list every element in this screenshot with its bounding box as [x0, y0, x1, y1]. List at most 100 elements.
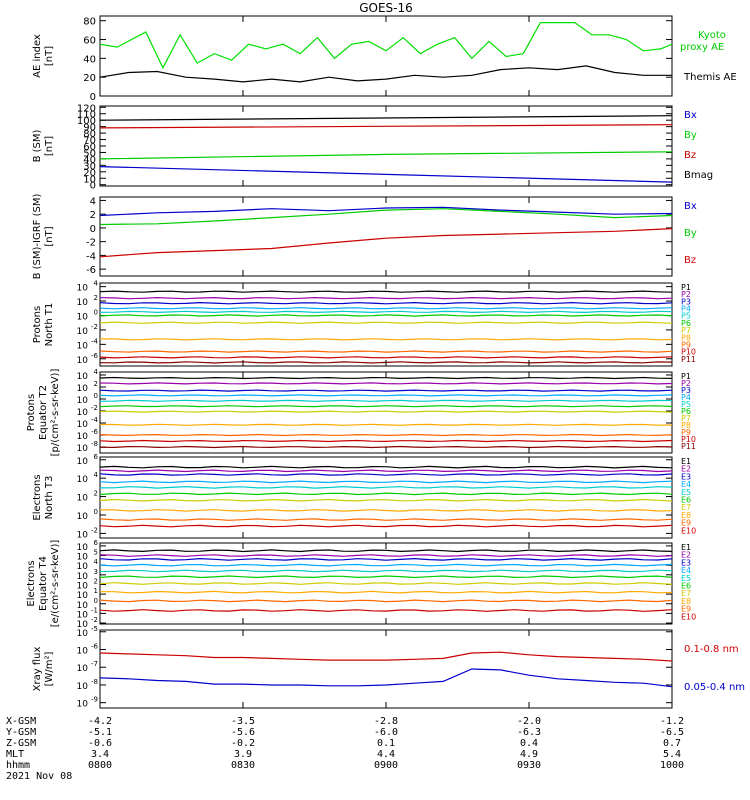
series-line-p10 [99, 439, 673, 443]
legend-item: P4 [681, 393, 691, 402]
y-tick-label: 10 [77, 312, 89, 322]
y-tick-label: 10 [77, 420, 89, 430]
series-line-e7 [99, 498, 673, 502]
series-line-e1 [99, 465, 673, 469]
series-line-e3 [99, 473, 673, 476]
y-tick-exponent: 0 [94, 308, 98, 316]
y-tick-label: 10 [77, 327, 89, 337]
series-line-p9 [99, 433, 673, 437]
y-tick-exponent: 2 [94, 577, 98, 585]
y-tick-exponent: 5 [94, 549, 98, 557]
y-tick-exponent: -8 [91, 678, 98, 686]
y-tick-label: 90 [83, 123, 96, 134]
series-line-p2 [99, 382, 673, 385]
y-tick-exponent: -6 [91, 643, 99, 651]
y-tick-label: 10 [77, 356, 89, 366]
legend-item: Bz [684, 150, 696, 161]
y-tick-label: 70 [83, 136, 96, 147]
series-line-e6 [99, 492, 673, 496]
y-tick-label: 10 [77, 601, 89, 611]
x-tick-label: -0.2 [231, 738, 255, 749]
x-row-label: X-GSM [6, 716, 36, 727]
series-line-e10 [99, 609, 673, 612]
legend-item: E10 [681, 612, 696, 621]
legend-item: E1 [681, 543, 691, 552]
series-line-e6 [99, 575, 673, 579]
y-tick-label: 10 [77, 629, 89, 639]
y-tick-label: 10 [77, 298, 89, 308]
legend-item: E2 [681, 551, 691, 560]
y-axis-label: Electrons [32, 474, 43, 520]
legend-item: E5 [681, 574, 691, 583]
series-line-e1 [99, 549, 673, 553]
y-tick-exponent: 2 [94, 490, 98, 498]
y-tick-label: 10 [77, 396, 89, 406]
legend-item: P8 [681, 333, 691, 342]
y-tick-label: 10 [77, 543, 89, 553]
y-tick-exponent: 6 [94, 539, 99, 547]
legend-item: P5 [681, 400, 691, 409]
y-tick-exponent: -5 [91, 625, 98, 633]
legend-item: P9 [681, 428, 691, 437]
x-tick-label: -5.1 [88, 727, 112, 738]
y-tick-label: 40 [83, 54, 96, 65]
series-line-e9 [99, 518, 673, 521]
y-axis-label: [p/(cm²-s-sr-keV)] [50, 369, 61, 457]
legend-item: 0.1-0.8 nm [684, 644, 739, 655]
series-line-p2 [99, 296, 673, 300]
series-line-e2 [99, 554, 673, 557]
series-line-e4 [99, 480, 673, 484]
series-line-bx [99, 206, 673, 217]
chart-title: GOES-16 [359, 1, 413, 15]
y-tick-exponent: 2 [94, 380, 98, 388]
y-tick-exponent: 4 [94, 368, 99, 376]
y-axis-label: Protons [26, 394, 37, 431]
x-tick-label: 5.4 [663, 749, 681, 760]
series-line-e5 [99, 569, 673, 573]
y-tick-label: 2 [90, 210, 96, 221]
y-tick-label: 10 [77, 408, 89, 418]
legend-item: P11 [681, 355, 696, 364]
series-line-p8 [100, 423, 673, 426]
y-tick-label: 10 [77, 494, 89, 504]
series-line-p4 [99, 394, 673, 397]
series-line-p3 [99, 389, 673, 392]
legend-item: E8 [681, 511, 691, 520]
series-line-e7 [99, 582, 673, 585]
x-tick-label: 0800 [88, 760, 112, 771]
x-tick-label: 0930 [517, 760, 541, 771]
y-tick-label: 10 [77, 664, 89, 674]
legend-item: By [684, 130, 697, 141]
series-line-0-1-0-8-nm [99, 651, 673, 662]
y-tick-label: 80 [83, 129, 96, 140]
x-tick-label: 1000 [660, 760, 684, 771]
y-tick-label: 10 [77, 284, 89, 294]
y-axis-label: [nT] [44, 136, 55, 156]
legend-item: E2 [681, 465, 691, 474]
y-tick-exponent: 2 [94, 294, 98, 302]
legend-item: By [684, 228, 697, 239]
x-tick-label: 0.4 [520, 738, 538, 749]
date-label: 2021 Nov 08 [6, 771, 72, 782]
y-axis-label: B (SM)-IGRF (SM) [32, 194, 43, 280]
legend-item: 0.05-0.4 nm [684, 682, 745, 693]
x-tick-label: -0.6 [88, 738, 112, 749]
series-line-p8 [100, 338, 673, 341]
series-line-kyoto-proxy-ae [99, 22, 673, 70]
legend-item: Kyoto [698, 30, 726, 41]
legend-item: P5 [681, 312, 691, 321]
legend-item: Bz [684, 255, 696, 266]
series-line-e2 [99, 469, 673, 473]
series-line-p7 [99, 321, 673, 324]
legend-item: P8 [681, 421, 691, 430]
y-tick-exponent: 4 [94, 280, 99, 288]
series-line-themis-ae [99, 65, 672, 83]
y-tick-exponent: 0 [94, 597, 98, 605]
y-tick-exponent: -4 [91, 337, 99, 345]
legend-item: E3 [681, 558, 691, 567]
y-axis-label: Xray flux [32, 647, 43, 692]
y-tick-label: 10 [77, 372, 89, 382]
y-tick-exponent: 0 [94, 508, 98, 516]
